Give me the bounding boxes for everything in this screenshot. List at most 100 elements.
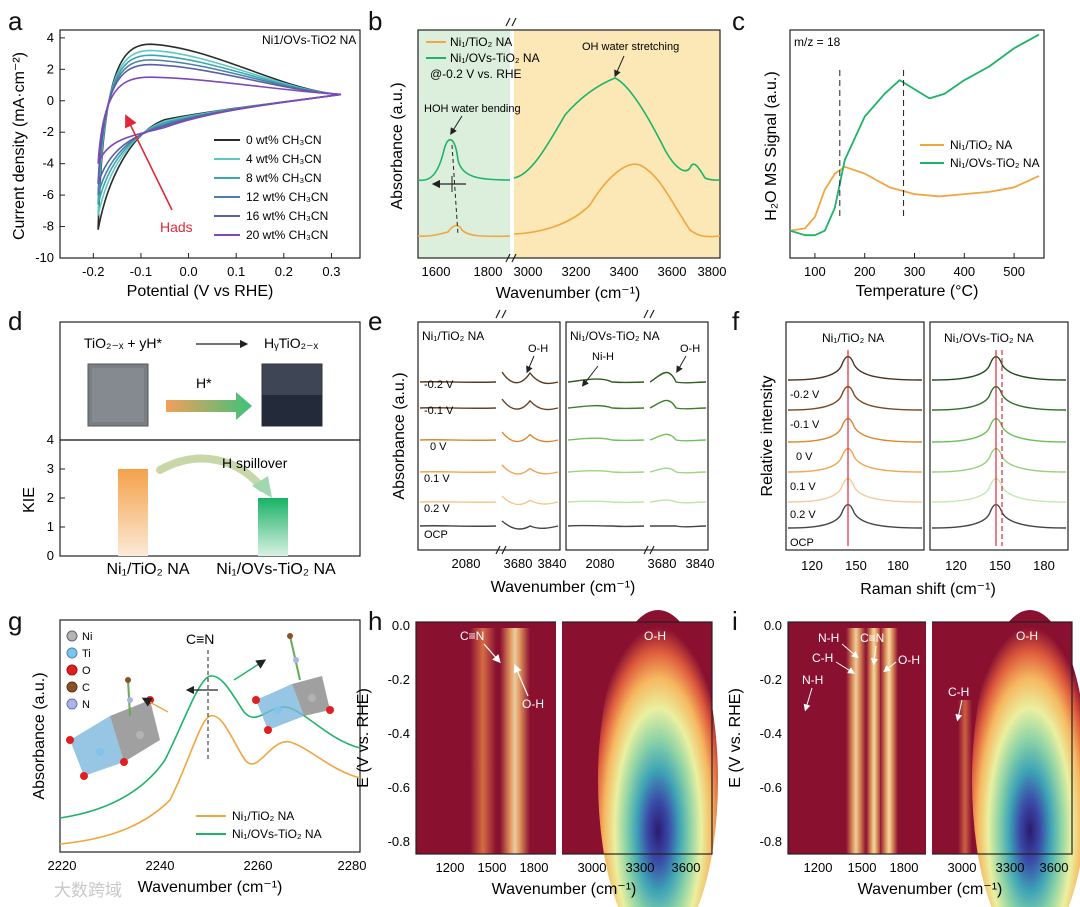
f-ylabel: Relative intensity [759,376,776,497]
i-arrow-nh-side [803,687,813,712]
d-ytick-label: 3 [47,461,54,476]
e-label-0: 0 V [430,441,447,453]
h-ytick-1: -0.2 [388,672,410,687]
a-ytick-label: 0 [47,93,54,108]
h-oh-plume [598,610,718,907]
a-ytick-label: -6 [42,187,54,202]
a-yticks: 4 2 0 -2 -4 -6 -8 -10 [35,30,65,265]
b-frame [417,29,721,259]
i-oh-left: O-H [898,653,920,667]
e-xtick-r-3680: 3680 [648,556,677,571]
b-curve-ovs [417,77,721,182]
b-xlabel: Wavenumber (cm⁻¹) [496,285,641,302]
b-curve-tio2 [417,163,721,238]
h-yticks: 0.0 -0.2 -0.4 -0.6 -0.8 [388,618,410,849]
panel-letter-b: b [368,6,382,36]
f-labels: -0.2 V -0.1 V 0 V 0.1 V 0.2 V OCP [790,389,820,549]
d-hstar-arrow [166,392,252,420]
watermark: 大数跨域 [54,881,122,900]
f-xtick-l-120: 120 [801,558,823,573]
i-ytick-3: -0.6 [760,780,782,795]
a-xtick-label: -0.2 [82,264,104,279]
i-ytick-0: 0.0 [764,618,782,633]
g-xtick-2260: 2260 [244,858,273,873]
h-xtick-3300: 3300 [626,860,655,875]
panel-c: m/z = 18 100 200 300 400 500 Temperature (°C… [763,29,1045,300]
a-legend-label: 12 wt% CH₃CN [246,190,328,204]
f-label-m02: -0.2 V [790,389,820,401]
h-break [556,618,562,858]
a-legend-label: 0 wt% CH₃CN [246,133,322,147]
b-dash [451,144,459,236]
f-left-series-4 [787,477,923,503]
i-ch-right: C-H [948,685,969,699]
b-axis-break [505,17,517,263]
f-xtick-r-180: 180 [1033,558,1055,573]
c-xtick-label: 100 [804,264,826,279]
a-frame [59,29,361,259]
a-ytick-label: 4 [47,30,54,45]
panel-letter-c: c [732,6,745,36]
e-xtick-l-2080: 2080 [452,556,481,571]
e-xtick-l-3680: 3680 [504,556,533,571]
a-xtick-label: -0.1 [130,264,152,279]
panel-h: C≡N O-H O-H 0.0 -0.2 -0.4 -0.6 -0.8 1200… [355,610,718,907]
h-xtick-1500: 1500 [478,860,507,875]
i-arrow-cn [870,645,878,666]
i-band-2 [866,628,882,854]
g-atom-ni-icon [66,630,78,642]
d-sample-before-texture [92,368,144,422]
c-xtick-label: 400 [953,264,975,279]
e-left-series-3 [419,464,559,475]
e-right-series-2 [567,433,707,442]
e-label-m02: -0.2 V [424,379,454,391]
h-band-cn [470,628,496,854]
g-legend-tio2: Ni₁/TiO₂ NA [232,809,294,823]
f-label-01: 0.1 V [790,481,816,493]
e-ylabel: Absorbance (a.u.) [391,372,408,499]
i-xtick-3600: 3600 [1040,860,1069,875]
e-title-right: Ni₁/OVs-TiO₂ NA [570,329,660,343]
a-ytick-label: -2 [42,124,54,139]
e-right-series-0 [567,371,707,384]
panel-e: Ni₁/TiO₂ NA Ni₁/OVs-TiO₂ NA -0.2 V -0.1 … [391,309,714,596]
i-ch-top: C-H [812,651,833,665]
g-xticks: 2220 2240 2260 2280 [48,858,367,873]
e-label-ocp: OCP [424,529,448,541]
i-ytick-2: -0.4 [760,726,782,741]
h-frame [415,621,713,855]
e-nih-label: Ni-H [592,351,614,363]
c-legend-ovs: Ni₁/OVs-TiO₂ NA [950,156,1040,170]
a-curves [97,43,342,230]
g-cn-label: C≡N [186,631,214,647]
g-frame [59,619,361,853]
e-left-series-1 [419,398,559,411]
i-arrow-oh [883,661,897,673]
c-ylabel: H₂O MS Signal (a.u.) [763,71,780,220]
h-xtick-3000: 3000 [578,860,607,875]
f-curves [787,355,1067,529]
d-bar-0 [118,469,148,556]
g-legend: Ni₁/TiO₂ NA Ni₁/OVs-TiO₂ NA [196,809,322,841]
a-ylabel: Current density (mA·cm⁻²) [11,52,28,240]
c-frame [789,29,1045,259]
a-ytick-label: 2 [47,61,54,76]
d-cat-tio2: Ni₁/TiO₂ NA [106,561,189,578]
a-title: Ni1/OVs-TiO2 NA [262,33,356,47]
f-xtick-r-150: 150 [989,558,1011,573]
d-yticks: 0 1 2 3 4 [47,432,65,563]
h-cn-arrow [483,643,501,664]
g-atom-ti: Ti [82,648,91,660]
f-frame-left [785,321,925,551]
e-right-series-4 [567,499,707,504]
h-xlabel: Wavenumber (cm⁻¹) [492,881,637,898]
panel-b: HOH water bending OH water stretching Ni… [389,17,726,302]
g-atom-n: N [82,699,90,711]
f-label-m01: -0.1 V [790,419,820,431]
e-axis-break-left [495,309,507,555]
i-annotations: N-H C≡N C-H O-H N-H C-H O-H [802,629,1038,699]
f-label-ocp: OCP [790,537,814,549]
b-xtick-3000: 3000 [514,264,543,279]
e-oh-arrow-right [676,355,687,374]
